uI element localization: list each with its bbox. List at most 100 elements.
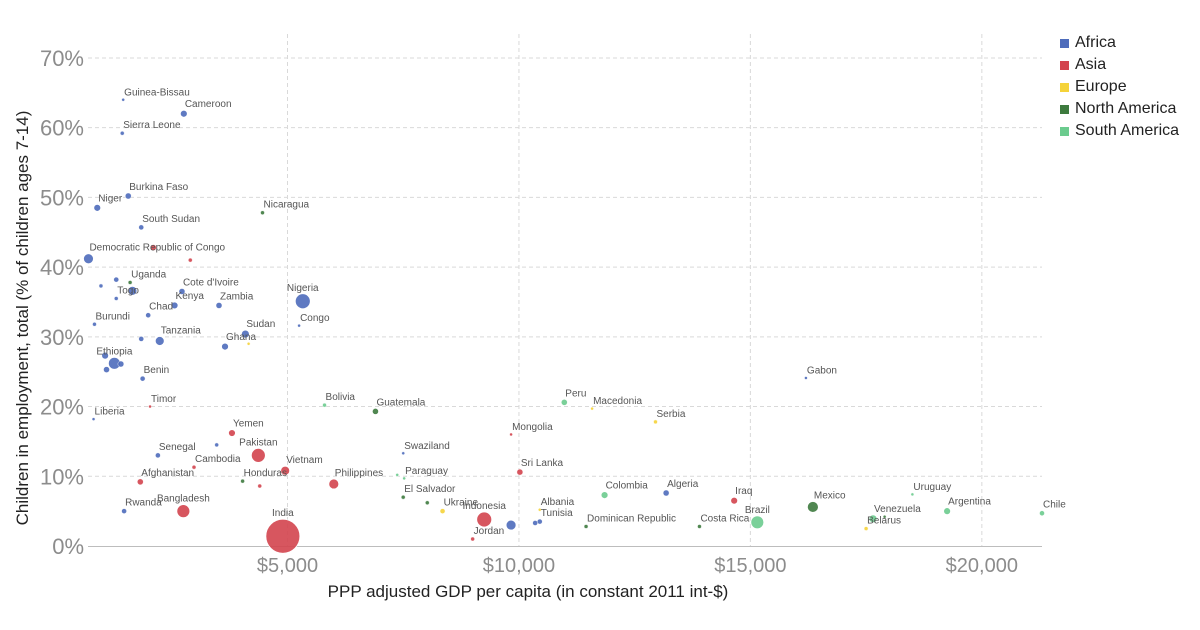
data-label: Benin [144,365,170,376]
data-point [240,329,250,339]
data-label: Yemen [233,419,264,430]
data-point [188,257,193,263]
data-point [401,451,405,455]
data-point [590,406,594,411]
data-label: Macedonia [593,396,642,407]
data-point [127,285,138,296]
data-point [114,296,119,301]
data-label: Tanzania [161,326,201,337]
data-label: Jordan [474,526,505,537]
legend-item[interactable]: Europe [1060,76,1179,98]
legend-swatch [1060,82,1069,92]
data-point [101,351,110,360]
data-point [943,507,952,516]
data-label: Bolivia [326,392,356,403]
data-point [804,376,808,380]
data-point [294,293,311,310]
legend-item[interactable]: North America [1060,98,1179,120]
data-point [127,280,133,285]
data-label: Senegal [159,442,196,453]
data-label: Costa Rica [700,513,749,524]
data-label: Vietnam [286,455,323,466]
data-label: Kenya [176,291,205,302]
data-point [221,342,229,351]
data-label: Sri Lanka [521,458,564,469]
data-point [121,508,127,514]
data-label: Sudan [246,319,275,330]
data-label: Uganda [131,269,166,280]
data-label: Niger [98,193,123,204]
data-point [583,524,589,529]
y-tick-label: 70% [40,46,84,71]
data-label: Honduras [244,468,287,479]
data-point [98,283,104,289]
y-tick-label: 50% [40,185,84,210]
data-point [395,473,399,477]
data-point [154,336,165,346]
data-point [806,501,819,513]
data-label: Burundi [95,311,129,322]
data-point [372,408,379,415]
data-label: Indonesia [463,501,507,512]
legend-item[interactable]: South America [1060,120,1179,142]
data-point [439,508,446,514]
data-point [600,491,609,500]
data-label: South Sudan [142,214,200,225]
data-point [240,478,245,484]
data-point [246,342,251,346]
legend-item[interactable]: Africa [1060,32,1179,54]
data-point [516,468,524,476]
data-point [178,288,186,295]
data-point [910,492,915,497]
data-label: Gabon [807,365,837,376]
data-label: Chad [149,302,173,313]
data-label: El Salvador [404,484,456,495]
data-point [868,514,878,524]
data-label: Timor [151,394,177,405]
data-label: Ethiopia [96,346,133,357]
x-axis-title: PPP adjusted GDP per capita (in constant… [328,582,729,601]
data-point [476,511,493,528]
data-label: Iraq [735,486,752,497]
data-label: Argentina [948,497,991,508]
data-point [176,504,191,519]
data-point [653,419,658,425]
legend-label: Africa [1075,34,1116,51]
data-label: Guatemala [376,397,425,408]
data-point [139,375,146,382]
data-label: Togo [117,285,139,296]
data-point [148,404,152,409]
legend-swatch [1060,60,1069,70]
data-label: Afghanistan [141,468,194,479]
data-point [179,109,188,118]
data-point [250,447,266,463]
data-label: Colombia [606,481,649,492]
x-tick-label: $10,000 [483,555,555,577]
data-label: Algeria [667,479,699,490]
data-label: Mongolia [512,422,553,433]
legend-item[interactable]: Asia [1060,54,1179,76]
data-point [328,478,340,490]
data-point [750,515,765,530]
data-label: Ghana [226,332,256,343]
data-label: Venezuela [874,504,921,515]
data-point [505,519,517,531]
x-tick-label: $5,000 [257,555,318,577]
data-point [425,500,430,505]
data-point [228,429,236,437]
data-label: Mexico [814,490,846,501]
data-point [697,524,702,529]
legend-label: Europe [1075,78,1127,95]
data-point [297,323,301,328]
y-tick-labels: 0% 10% 20% 30% 40% 50% 60% 70% [40,46,84,559]
legend-swatch [1060,126,1069,136]
data-label: Nigeria [287,283,319,294]
data-point [170,301,179,310]
legend-swatch [1060,38,1069,48]
y-tick-label: 30% [40,325,84,350]
data-label: Rwanda [125,498,162,509]
data-point [113,276,119,283]
data-point [92,322,97,327]
data-label: Philippines [335,468,383,479]
